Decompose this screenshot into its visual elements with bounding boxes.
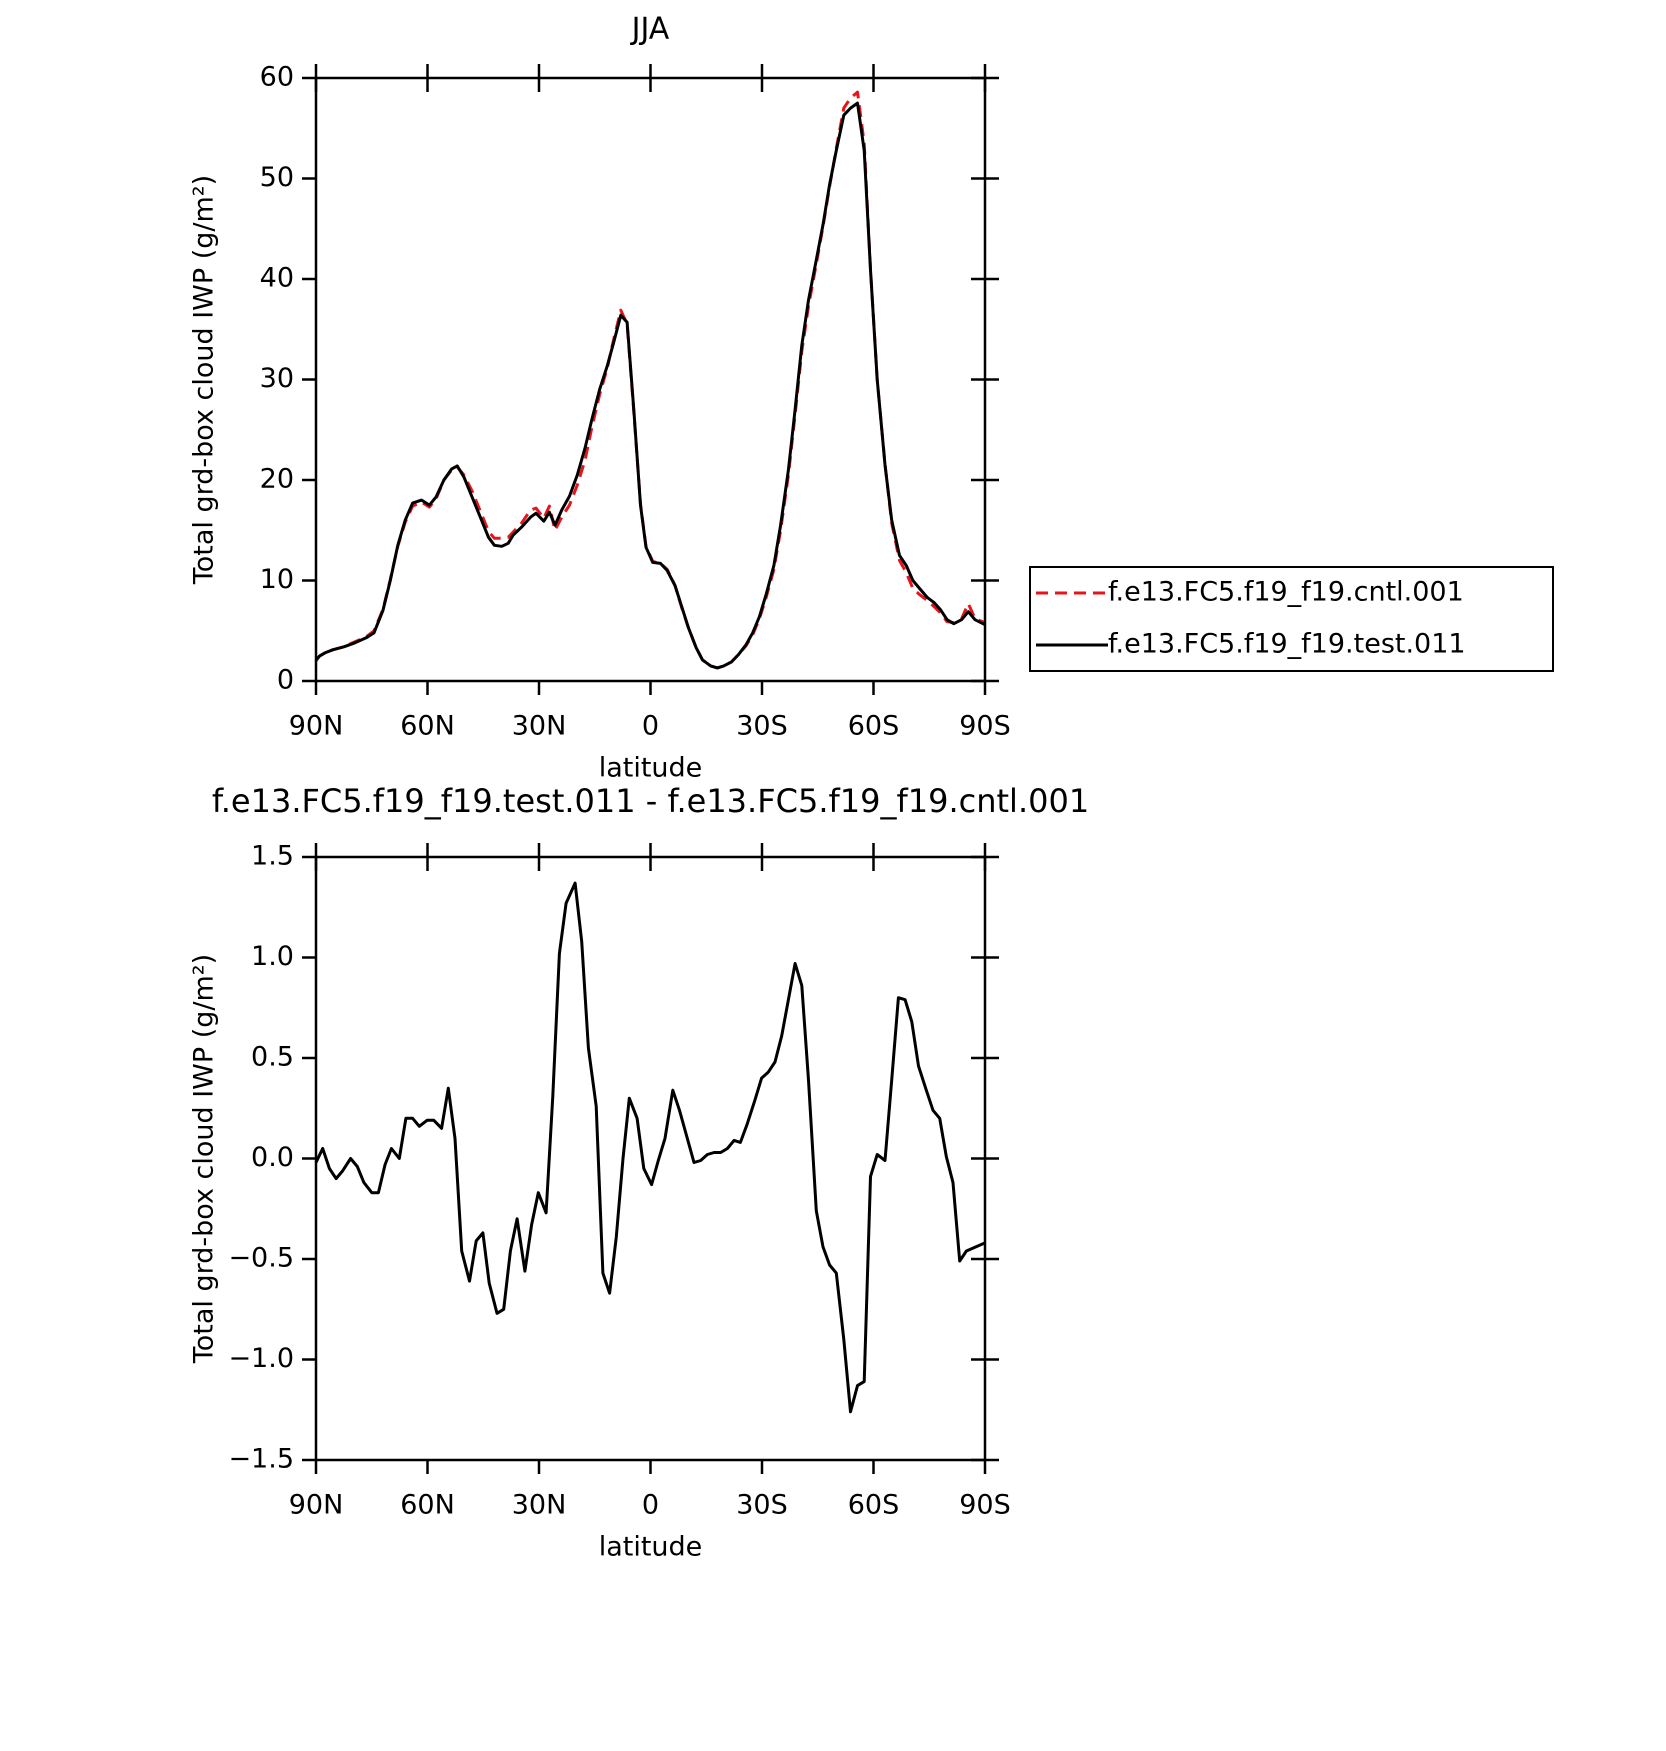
x-tick-label: 90S: [959, 1490, 1011, 1521]
x-tick-label: 60S: [848, 711, 900, 742]
x-axis-label: latitude: [599, 753, 703, 784]
x-tick-label: 30S: [736, 1490, 788, 1521]
x-axis-label: latitude: [599, 1532, 703, 1563]
chart-title: JJA: [630, 12, 670, 47]
y-tick-label: 20: [260, 464, 294, 495]
y-tick-label: 1.5: [251, 841, 294, 872]
plot-frame: [314, 76, 987, 683]
y-tick-label: 0.5: [251, 1042, 294, 1073]
x-tick-label: 60S: [848, 1490, 900, 1521]
x-tick-label: 0: [642, 711, 659, 742]
y-axis-label: Total grd-box cloud IWP (g/m²): [189, 175, 220, 585]
y-tick-label: 30: [260, 363, 294, 394]
x-tick-label: 90N: [289, 711, 344, 742]
y-tick-label: 40: [260, 263, 294, 294]
data-line: [314, 101, 986, 670]
plot-frame: [314, 855, 987, 1462]
y-tick-label: −1.0: [228, 1343, 294, 1374]
y-tick-label: 0.0: [251, 1142, 294, 1173]
legend-label: f.e13.FC5.f19_f19.test.011: [1108, 629, 1466, 660]
y-tick-label: 60: [260, 62, 294, 93]
x-tick-label: 0: [642, 1490, 659, 1521]
y-tick-label: −1.5: [228, 1444, 294, 1475]
x-tick-label: 60N: [400, 1490, 455, 1521]
y-tick-label: 50: [260, 162, 294, 193]
y-tick-label: 0: [277, 665, 294, 696]
chart-title: f.e13.FC5.f19_f19.test.011 - f.e13.FC5.f…: [212, 782, 1089, 820]
x-tick-label: 60N: [400, 711, 455, 742]
x-tick-label: 30S: [736, 711, 788, 742]
x-tick-label: 30N: [512, 711, 567, 742]
data-line: [314, 881, 986, 1414]
x-tick-label: 90N: [289, 1490, 344, 1521]
y-tick-label: 10: [260, 564, 294, 595]
x-tick-label: 30N: [512, 1490, 567, 1521]
data-line: [314, 90, 986, 670]
y-tick-label: −0.5: [228, 1243, 294, 1274]
y-axis-label: Total grd-box cloud IWP (g/m²): [189, 954, 220, 1364]
legend-box: [1029, 566, 1554, 672]
y-tick-label: 1.0: [251, 941, 294, 972]
legend-label: f.e13.FC5.f19_f19.cntl.001: [1108, 577, 1464, 608]
x-tick-label: 90S: [959, 711, 1011, 742]
